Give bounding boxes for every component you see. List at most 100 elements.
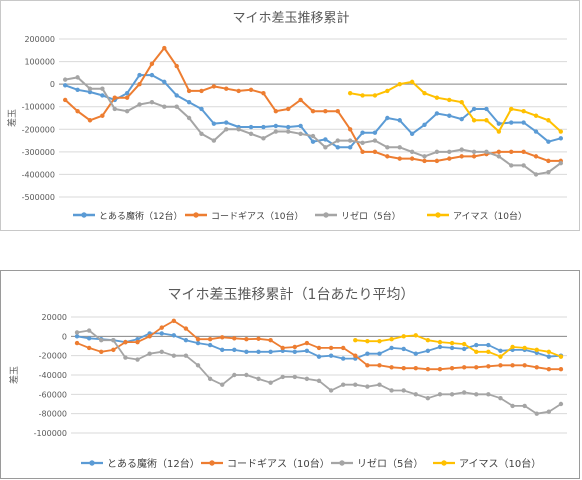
data-point-3 — [534, 347, 539, 353]
data-point-0 — [328, 353, 334, 358]
data-point-0 — [159, 331, 164, 336]
data-point-0 — [496, 121, 502, 126]
data-point-0 — [459, 116, 464, 122]
data-point-3 — [425, 338, 431, 343]
data-point-0 — [347, 145, 353, 150]
data-point-2 — [174, 104, 179, 109]
data-point-1 — [498, 363, 503, 368]
data-point-2 — [353, 382, 358, 387]
legend-label-3: アイマス（10台） — [459, 457, 541, 470]
data-point-0 — [162, 79, 167, 85]
data-point-1 — [74, 340, 80, 346]
data-point-0 — [340, 356, 346, 361]
chart-panel-average: マイホ差玉推移累計（1台あたり平均） 20000 0 -20000 -40000 -600… — [0, 270, 580, 479]
data-point-2 — [459, 147, 464, 152]
data-point-2 — [171, 353, 177, 358]
data-point-0 — [137, 72, 142, 78]
data-point-2 — [486, 392, 491, 397]
data-point-2 — [220, 382, 225, 387]
data-point-1 — [286, 106, 291, 112]
data-point-3 — [474, 349, 479, 354]
data-point-0 — [171, 333, 177, 338]
data-point-2 — [498, 396, 503, 401]
data-point-2 — [183, 353, 189, 358]
data-point-0 — [474, 342, 479, 348]
data-point-0 — [558, 136, 564, 141]
data-point-2 — [509, 163, 514, 168]
data-point-0 — [244, 349, 249, 354]
legend-label-2: リゼロ（5台） — [357, 457, 423, 470]
data-point-2 — [558, 160, 564, 166]
data-point-2 — [75, 75, 80, 80]
chart-average-svg: マイホ差玉推移累計（1台あたり平均） 20000 0 -20000 -40000 -600… — [8, 287, 567, 470]
data-point-3 — [389, 337, 394, 342]
legend-marker-1 — [209, 460, 215, 466]
data-point-1 — [360, 149, 365, 155]
data-point-1 — [461, 365, 467, 370]
data-point-1 — [298, 97, 303, 103]
data-point-0 — [360, 130, 365, 135]
data-point-2 — [347, 138, 353, 143]
data-point-1 — [471, 154, 477, 159]
data-point-1 — [183, 326, 189, 331]
data-point-2 — [224, 127, 229, 132]
data-point-2 — [397, 145, 402, 150]
data-point-1 — [401, 366, 406, 371]
data-point-3 — [377, 338, 382, 344]
data-point-1 — [474, 365, 479, 370]
data-point-0 — [316, 354, 322, 359]
data-point-2 — [195, 363, 201, 368]
data-point-0 — [533, 129, 539, 134]
data-point-1 — [137, 81, 142, 87]
data-point-1 — [310, 109, 316, 114]
data-point-0 — [484, 106, 489, 112]
data-point-2 — [340, 382, 346, 387]
data-point-0 — [87, 89, 93, 95]
y-tick-label: 0 — [50, 80, 55, 89]
data-point-0 — [286, 124, 291, 130]
data-point-0 — [461, 346, 467, 352]
legend-marker-2 — [323, 212, 329, 218]
data-point-2 — [147, 351, 152, 356]
data-point-1 — [248, 87, 254, 92]
data-point-0 — [498, 348, 503, 354]
data-point-1 — [509, 149, 514, 155]
data-point-3 — [459, 100, 464, 105]
data-point-1 — [174, 63, 179, 69]
y-tick-label: -500000 — [22, 193, 55, 202]
data-point-2 — [484, 149, 489, 155]
data-point-3 — [401, 334, 406, 339]
y-tick-label: -400000 — [22, 170, 55, 179]
data-point-1 — [232, 336, 237, 341]
data-point-0 — [248, 124, 254, 130]
data-point-2 — [244, 372, 249, 378]
legend-marker-1 — [193, 212, 199, 218]
data-point-1 — [111, 347, 116, 353]
data-point-2 — [449, 392, 455, 397]
legend-marker-3 — [441, 460, 447, 466]
data-point-1 — [112, 95, 117, 100]
data-point-1 — [486, 364, 491, 369]
data-point-0 — [224, 120, 229, 125]
data-point-0 — [471, 106, 477, 112]
data-point-1 — [86, 345, 92, 351]
data-point-3 — [385, 88, 390, 94]
data-point-3 — [434, 95, 440, 100]
data-point-1 — [207, 337, 213, 342]
data-point-1 — [449, 366, 455, 371]
data-point-2 — [304, 376, 310, 382]
data-point-3 — [546, 349, 552, 354]
data-point-1 — [256, 336, 261, 341]
data-point-1 — [171, 318, 177, 324]
data-point-2 — [248, 131, 254, 136]
data-point-1 — [434, 158, 440, 164]
data-point-2 — [510, 403, 515, 409]
data-point-2 — [261, 136, 266, 141]
data-point-1 — [124, 95, 130, 100]
data-point-1 — [328, 345, 334, 351]
legend-marker-0 — [89, 460, 95, 466]
data-point-1 — [389, 365, 394, 370]
legend-label-2: リゼロ（5台） — [341, 210, 401, 222]
data-point-2 — [558, 401, 564, 407]
data-point-2 — [256, 376, 261, 382]
